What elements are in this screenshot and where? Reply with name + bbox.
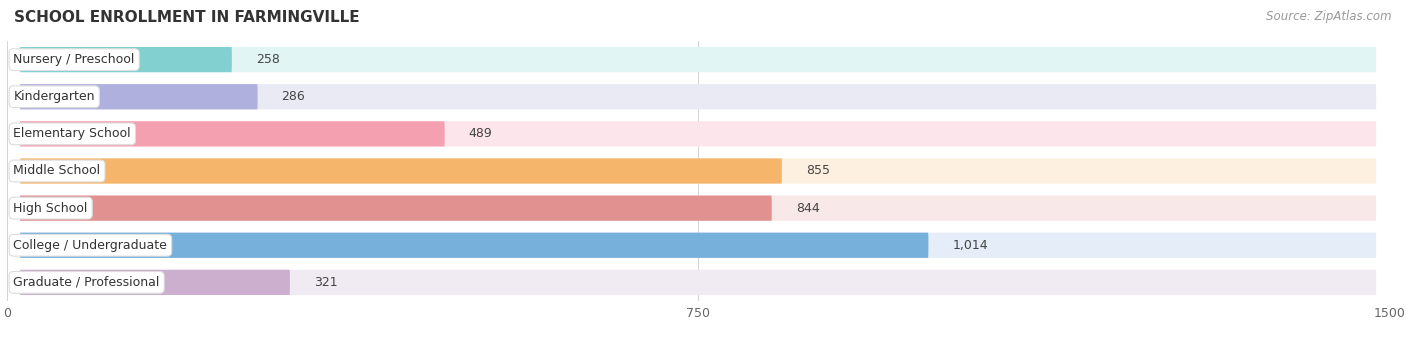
FancyBboxPatch shape [20,121,444,146]
Text: Graduate / Professional: Graduate / Professional [14,276,160,289]
Text: Source: ZipAtlas.com: Source: ZipAtlas.com [1267,10,1392,23]
Text: Kindergarten: Kindergarten [14,90,96,103]
Text: 1,014: 1,014 [952,239,988,252]
Text: Middle School: Middle School [14,165,101,177]
FancyBboxPatch shape [20,158,1376,184]
FancyBboxPatch shape [20,158,782,184]
FancyBboxPatch shape [20,270,1376,295]
Text: 489: 489 [468,127,492,140]
Text: Nursery / Preschool: Nursery / Preschool [14,53,135,66]
Text: 286: 286 [281,90,305,103]
FancyBboxPatch shape [20,196,1376,221]
Text: 844: 844 [796,202,820,215]
FancyBboxPatch shape [20,121,1376,146]
Text: Elementary School: Elementary School [14,127,131,140]
Text: 321: 321 [314,276,337,289]
Text: 855: 855 [806,165,830,177]
FancyBboxPatch shape [20,270,290,295]
FancyBboxPatch shape [20,233,1376,258]
Text: SCHOOL ENROLLMENT IN FARMINGVILLE: SCHOOL ENROLLMENT IN FARMINGVILLE [14,10,360,25]
FancyBboxPatch shape [20,84,1376,109]
FancyBboxPatch shape [20,47,1376,72]
Text: 258: 258 [256,53,280,66]
Text: High School: High School [14,202,87,215]
Text: College / Undergraduate: College / Undergraduate [14,239,167,252]
FancyBboxPatch shape [20,84,257,109]
FancyBboxPatch shape [20,196,772,221]
FancyBboxPatch shape [20,233,928,258]
FancyBboxPatch shape [20,47,232,72]
